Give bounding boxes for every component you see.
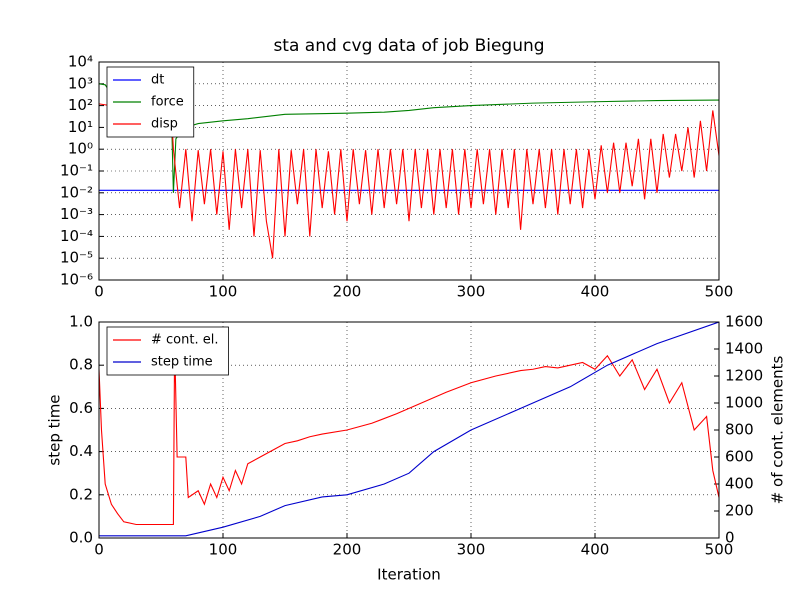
- x-tick-label: 100: [209, 541, 238, 559]
- series-line: [99, 322, 719, 537]
- y-tick-label: 10⁻³: [60, 205, 93, 223]
- y-tick-label: 10¹: [68, 118, 93, 136]
- x-tick-label: 0: [94, 541, 104, 559]
- y2-tick-label: 1400: [725, 340, 763, 358]
- y-tick-label: 0.6: [69, 399, 93, 417]
- legend-label: step time: [151, 355, 213, 370]
- y-tick-label: 0.2: [69, 485, 93, 503]
- x-tick-label: 200: [333, 541, 362, 559]
- x-tick-label: 100: [209, 283, 238, 301]
- x-tick-label: 400: [581, 541, 610, 559]
- y-tick-label: 10⁻²: [60, 183, 93, 201]
- x-tick-label: 500: [705, 283, 734, 301]
- y-tick-label: 10⁰: [68, 140, 93, 158]
- legend-box: [106, 326, 229, 376]
- y2-tick-label: 1000: [725, 394, 763, 412]
- x-tick-label: 500: [705, 541, 734, 559]
- x-tick-label: 300: [457, 283, 486, 301]
- y-tick-label: 0.0: [69, 529, 93, 547]
- x-tick-label: 400: [581, 283, 610, 301]
- x-tick-label: 200: [333, 283, 362, 301]
- y-tick-label: 10⁻⁶: [60, 271, 93, 289]
- x-axis-label: Iteration: [377, 566, 441, 584]
- x-tick-label: 300: [457, 541, 486, 559]
- y2-tick-label: 800: [725, 421, 754, 439]
- series-line: [99, 103, 719, 259]
- x-tick-label: 0: [94, 283, 104, 301]
- y-tick-label: 10⁴: [68, 53, 93, 71]
- y-tick-label: 10³: [68, 74, 93, 92]
- legend-label: disp: [151, 117, 178, 132]
- y2-axis-label: # of cont. elements: [769, 356, 787, 505]
- y2-tick-label: 1200: [725, 367, 763, 385]
- legend-label: force: [151, 95, 184, 110]
- y-tick-label: 1.0: [69, 313, 93, 331]
- y2-tick-label: 400: [725, 475, 754, 493]
- plot-frame: [98, 61, 720, 281]
- chart-title: sta and cvg data of job Biegung: [273, 36, 544, 56]
- y-tick-label: 10⁻⁴: [60, 227, 93, 245]
- legend-label: dt: [151, 73, 164, 88]
- y2-tick-label: 200: [725, 502, 754, 520]
- y-tick-label: 10⁻¹: [60, 162, 93, 180]
- y2-tick-label: 600: [725, 448, 754, 466]
- plot-frame: [98, 321, 720, 539]
- y2-tick-label: 1600: [725, 313, 763, 331]
- y-axis-label: step time: [46, 394, 64, 465]
- y-tick-label: 10⁻⁵: [60, 249, 93, 267]
- y-tick-label: 10²: [68, 96, 93, 114]
- legend-label: # cont. el.: [151, 333, 218, 348]
- y2-tick-label: 0: [725, 529, 735, 547]
- y-tick-label: 0.8: [69, 356, 93, 374]
- y-tick-label: 0.4: [69, 442, 93, 460]
